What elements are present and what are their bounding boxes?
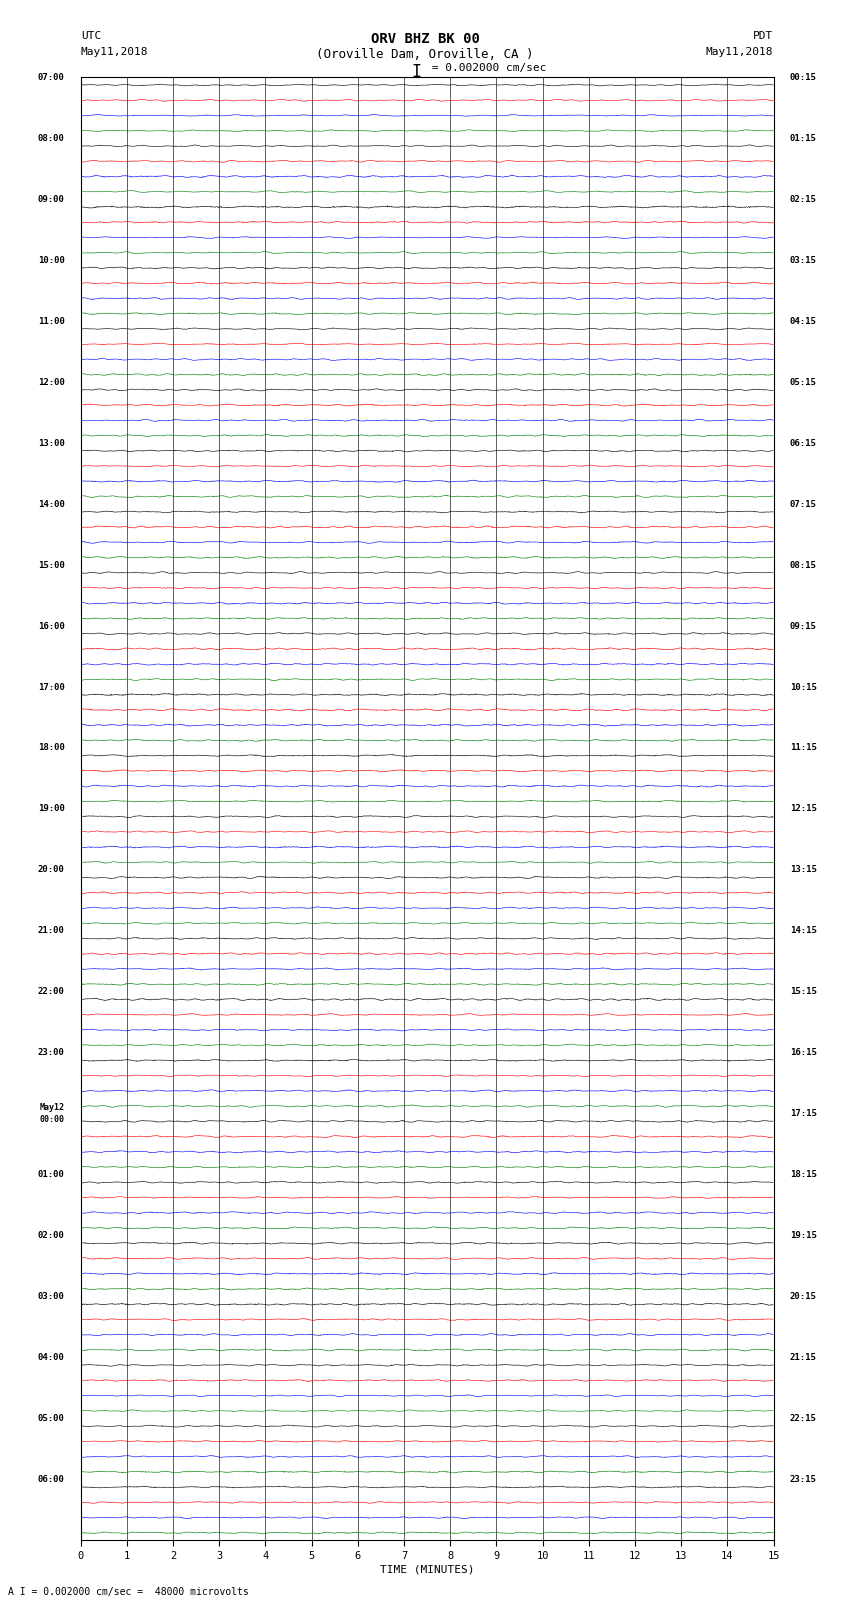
Text: 09:15: 09:15 <box>790 621 817 631</box>
Text: 18:00: 18:00 <box>37 744 65 752</box>
Text: = 0.002000 cm/sec: = 0.002000 cm/sec <box>425 63 547 73</box>
Text: 07:00: 07:00 <box>37 73 65 82</box>
Text: 22:15: 22:15 <box>790 1415 817 1423</box>
Text: 08:00: 08:00 <box>37 134 65 144</box>
Text: 19:15: 19:15 <box>790 1231 817 1240</box>
Text: 01:15: 01:15 <box>790 134 817 144</box>
Text: 05:15: 05:15 <box>790 377 817 387</box>
Text: 05:00: 05:00 <box>37 1415 65 1423</box>
Text: 01:00: 01:00 <box>37 1169 65 1179</box>
Text: 19:00: 19:00 <box>37 805 65 813</box>
Text: 21:00: 21:00 <box>37 926 65 936</box>
Text: 07:15: 07:15 <box>790 500 817 508</box>
Text: 17:15: 17:15 <box>790 1110 817 1118</box>
Text: 20:15: 20:15 <box>790 1292 817 1302</box>
Text: A I = 0.002000 cm/sec =  48000 microvolts: A I = 0.002000 cm/sec = 48000 microvolts <box>8 1587 249 1597</box>
Text: 10:15: 10:15 <box>790 682 817 692</box>
Text: May12: May12 <box>40 1103 65 1113</box>
Text: 00:00: 00:00 <box>40 1115 65 1124</box>
X-axis label: TIME (MINUTES): TIME (MINUTES) <box>380 1565 474 1574</box>
Text: PDT: PDT <box>753 31 774 40</box>
Text: 22:00: 22:00 <box>37 987 65 997</box>
Text: 20:00: 20:00 <box>37 866 65 874</box>
Text: 12:00: 12:00 <box>37 377 65 387</box>
Text: ORV BHZ BK 00: ORV BHZ BK 00 <box>371 32 479 47</box>
Text: 12:15: 12:15 <box>790 805 817 813</box>
Text: 03:00: 03:00 <box>37 1292 65 1302</box>
Text: 11:15: 11:15 <box>790 744 817 752</box>
Text: 23:15: 23:15 <box>790 1474 817 1484</box>
Text: 04:00: 04:00 <box>37 1353 65 1361</box>
Text: 11:00: 11:00 <box>37 316 65 326</box>
Text: 16:00: 16:00 <box>37 621 65 631</box>
Text: UTC: UTC <box>81 31 101 40</box>
Text: 00:15: 00:15 <box>790 73 817 82</box>
Text: 13:00: 13:00 <box>37 439 65 448</box>
Text: 06:15: 06:15 <box>790 439 817 448</box>
Text: 16:15: 16:15 <box>790 1048 817 1057</box>
Text: (Oroville Dam, Oroville, CA ): (Oroville Dam, Oroville, CA ) <box>316 48 534 61</box>
Text: 13:15: 13:15 <box>790 866 817 874</box>
Text: I: I <box>411 63 422 81</box>
Text: 02:00: 02:00 <box>37 1231 65 1240</box>
Text: 18:15: 18:15 <box>790 1169 817 1179</box>
Text: 23:00: 23:00 <box>37 1048 65 1057</box>
Text: 15:15: 15:15 <box>790 987 817 997</box>
Text: 03:15: 03:15 <box>790 256 817 265</box>
Text: 15:00: 15:00 <box>37 561 65 569</box>
Text: 06:00: 06:00 <box>37 1474 65 1484</box>
Text: 04:15: 04:15 <box>790 316 817 326</box>
Text: May11,2018: May11,2018 <box>81 47 148 56</box>
Text: 10:00: 10:00 <box>37 256 65 265</box>
Text: 09:00: 09:00 <box>37 195 65 203</box>
Text: 02:15: 02:15 <box>790 195 817 203</box>
Text: 14:00: 14:00 <box>37 500 65 508</box>
Text: 14:15: 14:15 <box>790 926 817 936</box>
Text: 08:15: 08:15 <box>790 561 817 569</box>
Text: May11,2018: May11,2018 <box>706 47 774 56</box>
Text: 17:00: 17:00 <box>37 682 65 692</box>
Text: 21:15: 21:15 <box>790 1353 817 1361</box>
